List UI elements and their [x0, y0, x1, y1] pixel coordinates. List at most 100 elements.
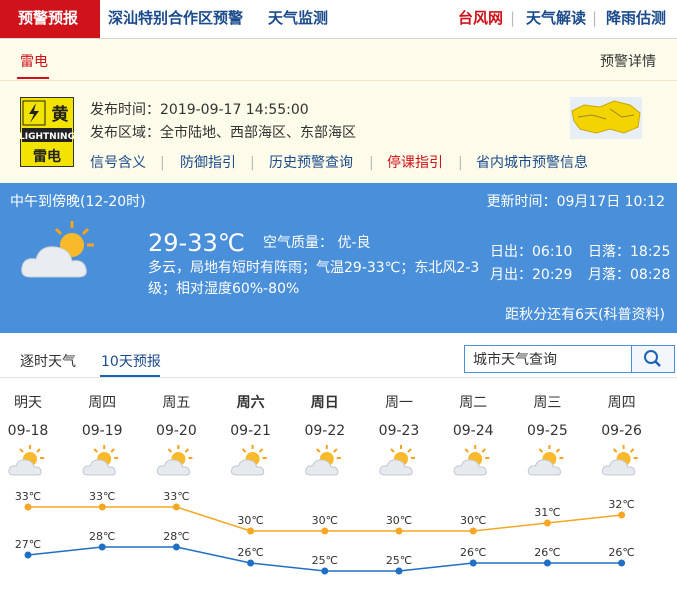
nav-item[interactable]: 降雨估测	[606, 9, 667, 27]
sun-value: 18:25	[630, 244, 671, 260]
sun-ray	[241, 448, 247, 453]
temp-point	[395, 527, 403, 535]
sun-ray	[555, 448, 561, 453]
top-nav: 预警预报 深汕特别合作区预警 天气监测 台风网 | 天气解读 | 降雨估测	[0, 0, 677, 39]
separator: |	[250, 155, 255, 171]
sun-ray	[110, 448, 115, 453]
weather-icon	[230, 445, 267, 476]
sun-ray	[390, 448, 395, 453]
separator: |	[592, 9, 598, 27]
sun-label: 日落：	[588, 244, 630, 260]
temp-label: 30℃	[237, 514, 263, 527]
link[interactable]: 防御指引	[180, 155, 236, 171]
cloud	[305, 459, 339, 476]
search-placeholder: 城市天气查询	[473, 352, 557, 368]
sun-ray	[184, 448, 190, 453]
weekday: 明天	[14, 395, 42, 411]
nav-item[interactable]: 天气监测	[268, 9, 329, 27]
separator: |	[458, 155, 463, 171]
temp-point	[24, 551, 32, 559]
temp-point	[98, 503, 106, 511]
period: 中午到傍晚(12-20时)	[10, 194, 146, 210]
area-label: 发布区域：	[90, 125, 160, 141]
date: 09-23	[379, 423, 420, 439]
tab-underline	[17, 77, 49, 79]
temp-label: 32℃	[608, 498, 634, 511]
temp-label: 33℃	[89, 490, 115, 503]
weekday: 周六	[237, 394, 265, 411]
sun-ray	[612, 448, 618, 453]
sun-ray	[93, 448, 98, 453]
active-tab[interactable]	[0, 0, 100, 38]
separator: |	[369, 155, 374, 171]
date: 09-25	[527, 423, 568, 439]
alert-tab[interactable]: 雷电	[20, 54, 48, 70]
link[interactable]: 省内城市预警信息	[476, 155, 588, 171]
link[interactable]: 信号含义	[90, 155, 146, 171]
link[interactable]: 历史预警查询	[269, 155, 353, 171]
sun-ray	[36, 448, 41, 453]
weekday: 周二	[459, 395, 487, 411]
sun-ray	[481, 448, 486, 453]
sun-ray	[316, 448, 321, 453]
date: 09-19	[82, 423, 123, 439]
temp-label: 26℃	[608, 546, 634, 559]
temp-label: 26℃	[534, 546, 560, 559]
weekday: 周五	[162, 395, 190, 411]
weather-icon	[8, 445, 44, 476]
sun-label: 月出：	[490, 267, 532, 283]
search-button[interactable]	[631, 345, 675, 373]
temp-label: 30℃	[312, 514, 338, 527]
temp-label: 27℃	[15, 538, 41, 551]
update-label: 更新时间：	[486, 194, 557, 210]
temp-label: 26℃	[460, 546, 486, 559]
detail-link[interactable]: 预警详情	[600, 54, 656, 70]
nav-item[interactable]: 深汕特别合作区预警	[108, 9, 244, 27]
sun-ray	[538, 448, 544, 453]
search-box[interactable]: 城市天气查询	[464, 345, 632, 373]
weather-icon	[453, 445, 490, 476]
temp-point	[321, 567, 329, 575]
link[interactable]: 停课指引	[387, 155, 443, 171]
moonset: 月落：08:28	[588, 268, 670, 282]
sun-ray	[333, 448, 338, 453]
date: 09-21	[230, 423, 271, 439]
map-thumbnail[interactable]	[570, 97, 642, 139]
nav-item[interactable]: 台风网	[458, 9, 504, 27]
sun-ray	[629, 448, 635, 453]
temp-point	[172, 503, 180, 511]
tab-underline	[100, 375, 160, 377]
weather-icon	[156, 445, 193, 476]
date: 09-26	[601, 423, 642, 439]
date: 09-22	[304, 423, 345, 439]
divider	[0, 377, 677, 378]
tab-active[interactable]: 10天预报	[101, 354, 161, 370]
sunset: 日落：18:25	[588, 245, 670, 259]
weather-icon	[305, 445, 341, 476]
temp-point	[247, 559, 255, 567]
temp-label: 25℃	[386, 554, 412, 567]
temp-point	[618, 511, 626, 519]
temp-point	[24, 503, 32, 511]
weather-icon	[527, 445, 564, 476]
weather-icon	[82, 445, 119, 476]
temp-point	[247, 527, 255, 535]
weather-icon	[601, 445, 638, 476]
sun-ray	[258, 448, 264, 453]
sun-ray	[19, 448, 24, 453]
icon-en: LIGHTNING	[20, 132, 74, 142]
cloud	[453, 459, 487, 476]
description: 多云，局地有短时有阵雨；气温29-33℃；东北风2-3级；相对湿度60%-80%	[148, 260, 480, 297]
separator: |	[510, 9, 516, 27]
sun-label: 日出：	[490, 244, 532, 260]
sun-ray	[167, 448, 173, 453]
divider	[0, 80, 677, 81]
note[interactable]: 距秋分还有6天(科普资料)	[505, 307, 665, 323]
temp-point	[172, 543, 180, 551]
moonrise: 月出：20:29	[490, 268, 572, 282]
nav-item[interactable]: 预警预报	[18, 9, 79, 27]
nav-item[interactable]: 天气解读	[526, 9, 587, 27]
weather-icon	[379, 445, 415, 476]
tab[interactable]: 逐时天气	[20, 354, 76, 370]
